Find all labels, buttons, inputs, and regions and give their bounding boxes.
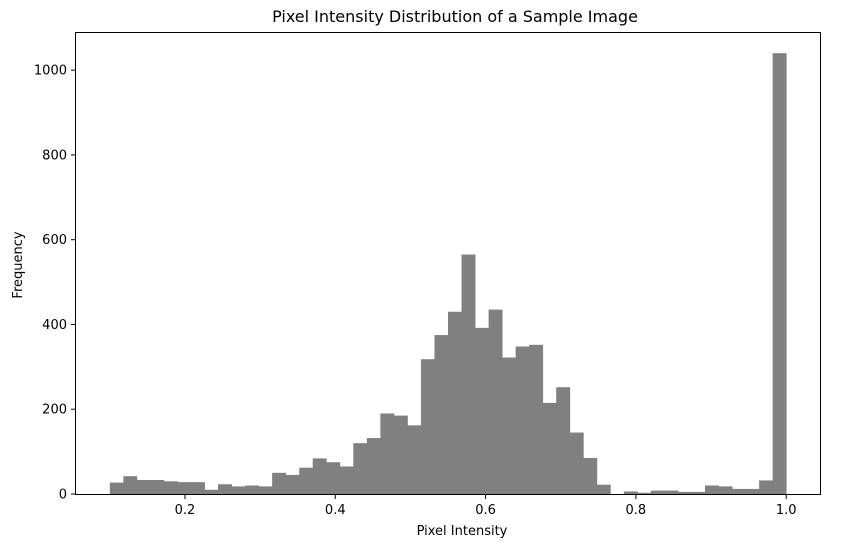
y-tick-label: 0 (59, 488, 67, 503)
y-tick-label: 1000 (34, 64, 67, 79)
histogram-bar (190, 482, 205, 494)
histogram-bar (650, 490, 665, 494)
histogram-bar (664, 490, 679, 494)
histogram-bar (218, 484, 232, 494)
histogram-bar (258, 486, 273, 494)
plot-frame (75, 32, 821, 495)
histogram-bar (772, 53, 787, 494)
histogram-bar (150, 480, 165, 494)
histogram-bar (163, 481, 178, 494)
histogram-bar (732, 488, 746, 494)
histogram-bar (434, 335, 449, 494)
x-axis-ticks: 0.2 0.4 0.6 0.8 1.0 (175, 494, 797, 518)
histogram-bar (759, 480, 774, 494)
y-axis-label: Frequency (11, 231, 26, 298)
histogram-bar (475, 327, 489, 494)
x-tick-label: 0.8 (626, 503, 647, 518)
histogram-bar (461, 254, 476, 494)
y-axis-ticks: 0 200 400 600 800 1000 (34, 64, 76, 503)
histogram-bar (583, 457, 598, 494)
histogram-bar (136, 480, 151, 494)
histogram-bar (380, 413, 395, 494)
histogram-bar (623, 491, 638, 494)
histogram-bar (407, 425, 422, 494)
histogram-bar (488, 309, 503, 494)
histogram-bar (177, 482, 192, 494)
histogram-bar (637, 492, 652, 494)
histogram-bar (677, 491, 692, 494)
y-tick-label: 600 (42, 233, 67, 248)
histogram-bar (691, 491, 706, 494)
histogram-bar (542, 402, 557, 494)
histogram-bar (502, 357, 517, 494)
histogram-bar (299, 467, 314, 494)
histogram-bar (245, 485, 260, 494)
x-tick-label: 0.4 (325, 503, 346, 518)
histogram-bar (448, 311, 462, 494)
x-tick-label: 0.2 (175, 503, 196, 518)
y-tick-label: 400 (42, 318, 67, 333)
histogram-bar (204, 489, 219, 494)
chart-title: Pixel Intensity Distribution of a Sample… (272, 7, 638, 26)
histogram-bar (366, 438, 381, 494)
histogram-bar (231, 486, 246, 494)
histogram-bar (339, 466, 354, 494)
x-tick-label: 1.0 (776, 503, 797, 518)
histogram-bar (718, 486, 733, 494)
y-tick-label: 800 (42, 148, 67, 163)
histogram-bar (556, 387, 571, 494)
x-tick-label: 0.6 (475, 503, 496, 518)
histogram-bar (705, 485, 719, 494)
histogram-bar (569, 432, 584, 494)
histogram-bar (515, 346, 530, 494)
histogram-bar (312, 458, 327, 494)
bars-group (109, 53, 787, 494)
histogram-bar (529, 344, 544, 494)
histogram-bar (353, 443, 368, 494)
histogram-bar (272, 472, 287, 494)
histogram-bar (109, 482, 124, 494)
x-axis-label: Pixel Intensity (417, 524, 508, 539)
y-tick-label: 200 (42, 403, 67, 418)
histogram-bar (123, 476, 138, 494)
histogram-bar (420, 359, 435, 494)
histogram-bar (745, 488, 760, 494)
histogram-bar (596, 484, 611, 494)
histogram-bar (326, 462, 341, 494)
histogram-bar (285, 474, 300, 494)
histogram-bar (393, 415, 408, 494)
